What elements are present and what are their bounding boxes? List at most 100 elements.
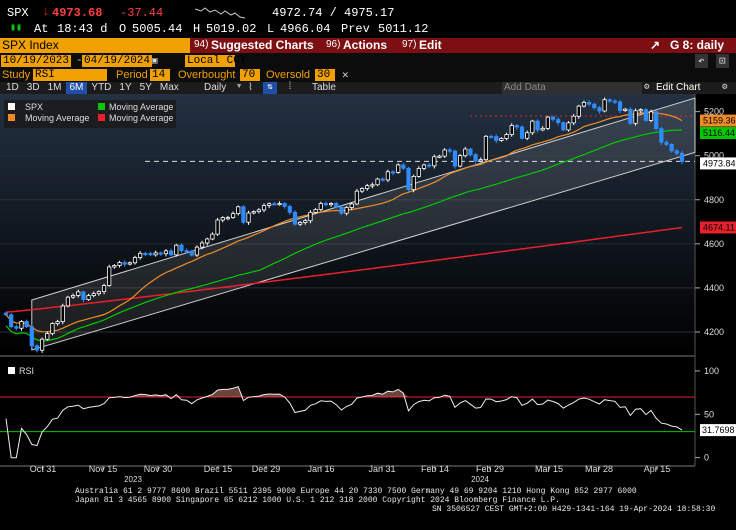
security-field[interactable]: SPX Index [0, 38, 190, 53]
sparkline-icon [195, 7, 245, 19]
candle-body [427, 164, 432, 167]
time-axis: Oct 31 Nov 15 Nov 30 Dec 15 Dec 29 Jan 16 Jan … [0, 464, 695, 484]
candle-body [354, 190, 360, 205]
add-data-input[interactable]: Add Data [502, 82, 642, 94]
candle-body [70, 294, 76, 298]
calendar-icon[interactable]: ▣ [152, 56, 158, 66]
ma50-line [5, 129, 683, 342]
edit-menu[interactable]: Edit [419, 38, 442, 52]
ticker: SPX [7, 6, 29, 20]
expand-icon[interactable]: ↗ [650, 38, 661, 52]
range-5y[interactable]: 5Y [139, 82, 152, 93]
candle-body [432, 156, 437, 167]
overbought-field[interactable]: 70 [240, 69, 260, 81]
candle-body [442, 149, 447, 157]
candle-body [401, 164, 406, 169]
candle-body [287, 205, 292, 213]
actions-menu[interactable]: Actions [343, 38, 388, 52]
candle-body [96, 291, 101, 295]
frequency-select[interactable]: Daily [204, 82, 227, 93]
close-study-icon[interactable]: ✕ [342, 70, 349, 82]
suggested-charts-menu[interactable]: Suggested Charts [211, 38, 314, 52]
currency-field[interactable]: Local CCY [185, 55, 247, 67]
candle-body [24, 320, 29, 328]
range-toolbar: 1D 3D 1M 6M YTD 1Y 5Y Max Daily ▼ ⌇ ⇅ ⁞ Table A… [0, 82, 736, 94]
period-field[interactable]: 14 [150, 69, 170, 81]
candle-body [76, 291, 81, 296]
study-field[interactable]: RSI [33, 69, 107, 81]
candle-body [251, 211, 256, 214]
candle-body [545, 116, 550, 129]
range-1y[interactable]: 1Y [119, 82, 132, 93]
x-tick-label: Feb 14 [421, 464, 449, 474]
last-price: 4973.68 [52, 6, 103, 20]
table-button[interactable]: Table [312, 82, 336, 93]
candle-body [571, 115, 576, 124]
oversold-field[interactable]: 30 [315, 69, 335, 81]
candle-body [132, 257, 138, 264]
range-6m[interactable]: 6M [65, 82, 88, 94]
candle-body [241, 206, 246, 223]
down-arrow-icon: ↓ [42, 4, 50, 19]
candle-body [334, 203, 339, 208]
candle-body [607, 99, 612, 102]
candle-body [530, 120, 535, 134]
end-date-field[interactable]: 04/19/2024 [82, 55, 153, 67]
legend-swatch-spx [8, 103, 15, 110]
chevron-down-icon[interactable]: ▼ [237, 83, 242, 91]
low-value: 4966.04 [280, 22, 331, 36]
candle-body [504, 134, 509, 139]
range-1m[interactable]: 1M [47, 82, 62, 93]
zoom-icon[interactable]: ⊡ [716, 54, 729, 68]
draw-tool-icon[interactable]: ⁞ [287, 82, 294, 93]
candle-body [163, 250, 169, 255]
rsi-legend-label[interactable]: RSI [19, 366, 34, 376]
range-3d[interactable]: 3D [26, 82, 40, 93]
chart-group-label[interactable]: G 8: daily [670, 38, 725, 52]
settings-icon[interactable]: ⚙ [644, 82, 650, 92]
x-tick-label: Dec 15 [204, 464, 233, 474]
candle-body [654, 111, 659, 129]
rsi-panel-background [0, 360, 695, 466]
undo-icon[interactable]: ↶ [695, 54, 708, 68]
candle-body [298, 222, 303, 225]
ma200-line [5, 226, 683, 313]
candle-body [679, 152, 685, 162]
candle-body [184, 250, 189, 253]
candle-body [597, 107, 602, 112]
candle-body [179, 244, 184, 252]
more-options-icon[interactable]: ⚙ [722, 82, 728, 92]
legend[interactable]: SPX Moving Average Moving Average Moving… [8, 102, 173, 123]
candle-body [313, 209, 318, 213]
range-1d[interactable]: 1D [6, 82, 19, 93]
candle-body [452, 150, 458, 167]
candle-body [174, 244, 179, 256]
price-badge-label: 4674.11 [703, 223, 735, 233]
candle-body [525, 132, 530, 139]
net-change: -37.44 [120, 6, 164, 20]
candle-body [215, 219, 220, 235]
x-tick-label: Oct 31 [30, 464, 57, 474]
overbought-label: Overbought [178, 69, 236, 81]
edit-chart-button[interactable]: Edit Chart [656, 82, 701, 93]
candle-body [623, 108, 628, 111]
range-buttons: 1D 3D 1M 6M YTD 1Y 5Y Max [2, 82, 183, 94]
candle-body [45, 333, 50, 340]
x-tick-label: Nov 15 [89, 464, 118, 474]
price-tick-label: 5000 [704, 151, 724, 161]
at-label: At [34, 22, 49, 36]
candle-body [318, 203, 323, 210]
candle-body [277, 203, 282, 206]
range-ytd[interactable]: YTD [91, 82, 112, 93]
line-type-icon[interactable]: ⌇ [248, 83, 253, 94]
candle-body [602, 99, 607, 112]
rsi-badge-bg [700, 424, 736, 437]
candle-body [576, 105, 581, 117]
price-badge-bg [700, 114, 736, 127]
candle-body [581, 101, 587, 107]
start-date-field[interactable]: 10/19/2023 [1, 55, 72, 67]
range-max[interactable]: Max [159, 82, 179, 93]
candle-body [19, 320, 24, 329]
candle-type-icon[interactable]: ⇅ [263, 82, 277, 94]
